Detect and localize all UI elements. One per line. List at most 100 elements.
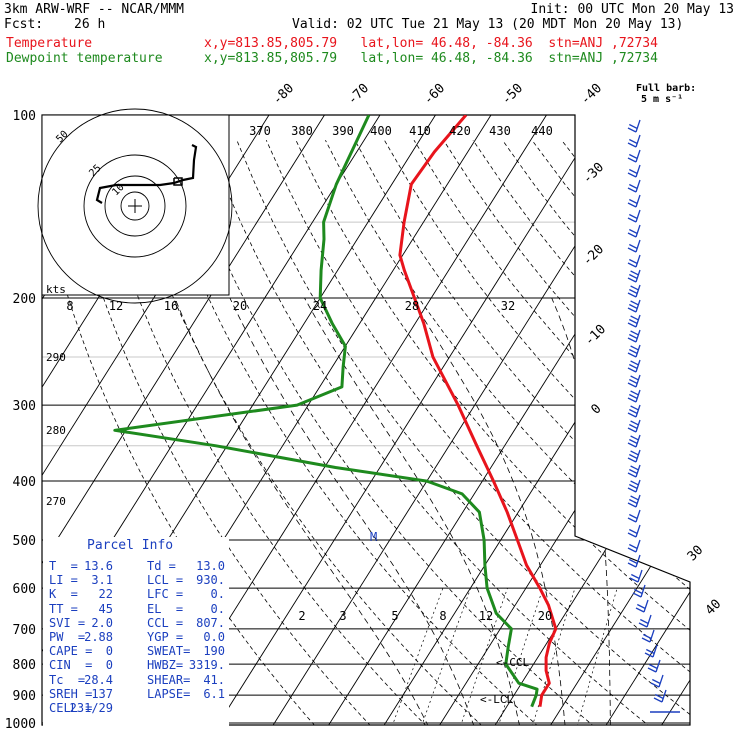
isotherm (265, 115, 676, 725)
temperature-profile (398, 115, 558, 707)
dry-adiabat (590, 139, 690, 725)
wind-barb-shaft (643, 599, 649, 613)
wind-barb (627, 314, 641, 328)
wind-barb-flag (630, 405, 639, 411)
hodograph-ring (120, 191, 150, 221)
wind-barb (627, 494, 641, 508)
wind-barb-shaft (635, 119, 641, 133)
wind-barb-shaft (635, 509, 641, 523)
wind-barb (627, 434, 641, 448)
temp-label: -40 (578, 81, 605, 108)
hodograph-ring (37, 108, 233, 304)
wind-barb-shaft (635, 149, 641, 163)
parcel-param-value: 0. (210, 587, 225, 602)
dry-adiabat (88, 140, 437, 725)
mixing-ratio-label: 12 (479, 609, 493, 623)
valid-time: Valid: 02 UTC Tue 21 May 13 (20 MDT Mon … (292, 17, 684, 32)
wind-barb (627, 419, 641, 433)
parcel-param-label: K = (49, 587, 78, 602)
temp-label: 40 (703, 597, 725, 619)
wind-barb-flag (629, 577, 639, 583)
wind-barb (627, 479, 641, 493)
parcel-param-value: 807. (196, 615, 225, 630)
wind-barb-shaft (635, 329, 641, 343)
wind-barb-shaft (635, 314, 641, 328)
theta-e-label: 390 (332, 124, 354, 138)
wind-barb (641, 629, 655, 643)
wind-barb-flag (629, 408, 638, 415)
wind-barb-flag (629, 318, 638, 325)
wind-barb-flag (627, 127, 637, 133)
parcel-param-label: SHEAR= (147, 672, 191, 687)
wind-barb (627, 134, 641, 148)
wind-barb (627, 539, 641, 553)
wind-barb (627, 164, 641, 178)
wind-barb-flag (627, 337, 637, 343)
wind-barb-flag (630, 345, 639, 351)
temp-label: -70 (345, 81, 372, 108)
parcel-param-value: 190 (203, 644, 225, 659)
wind-barb-shaft (635, 269, 641, 283)
wind-barb (627, 464, 641, 478)
wind-barb-flag (627, 427, 637, 433)
dry-adiabat (709, 140, 740, 736)
wind-barb (627, 149, 641, 163)
wind-barb (627, 554, 641, 568)
wind-barb (627, 344, 641, 358)
dry-adiabat (295, 140, 690, 725)
wind-barb-flag (653, 697, 663, 703)
wind-barb-flag (627, 352, 637, 358)
wind-barb-shaft (649, 629, 655, 643)
model-title: 3km ARW-WRF -- NCAR/MMM (4, 2, 185, 17)
wind-barb-shaft (635, 194, 641, 208)
temp-label: -20 (580, 242, 607, 269)
mixing-ratio-line (529, 587, 576, 725)
dry-adiabat (177, 140, 606, 725)
wind-barb-shaft (635, 539, 641, 553)
wind-barb-flag (627, 382, 637, 388)
parcel-param-value: 0. (210, 601, 225, 616)
wind-barb-flag (634, 588, 643, 595)
wind-barb-flag (638, 622, 648, 628)
wind-barb (627, 509, 641, 523)
parcel-param-label: Tc = (49, 672, 86, 687)
wind-barb-shaft (635, 374, 641, 388)
wind-barb-shaft (635, 209, 641, 223)
wind-barb-flag (629, 438, 638, 445)
wind-barb-shaft (640, 584, 646, 598)
dry-adiabat (649, 139, 690, 725)
parcel-param-value: 45 (98, 601, 113, 616)
dry-adiabat (502, 139, 690, 725)
parcel-param-value: 2.0 (91, 615, 113, 630)
speed-tick-label: 12 (109, 299, 123, 313)
wind-barb-flag (635, 607, 645, 613)
mixing-ratio-label: 2 (298, 609, 305, 623)
wind-barb-flag (650, 682, 660, 688)
wind-barb-flag (641, 637, 651, 643)
moist-adiabat (304, 297, 522, 725)
wind-barb-flag (627, 247, 637, 253)
temp-label: 0 (588, 401, 604, 417)
wind-barb-flag (629, 273, 638, 280)
wind-barb-flag (629, 468, 638, 475)
theta-e-label: 400 (370, 124, 392, 138)
wind-barb (627, 209, 641, 223)
wind-barb-flag (627, 547, 637, 553)
wind-barb (627, 299, 641, 313)
wind-barb-flag (627, 457, 637, 463)
dry-adiabat (325, 140, 690, 725)
wind-barb-shaft (635, 284, 641, 298)
wind-barb-flag (629, 243, 638, 250)
pressure-label: 700 (13, 623, 36, 638)
wind-barb (644, 644, 658, 658)
isotherm (210, 115, 620, 725)
parcel-param-value: 41. (203, 672, 225, 687)
wind-barb-flag (629, 288, 638, 295)
parcel-param-value: 3319. (188, 658, 225, 673)
wind-barb (632, 584, 646, 598)
wind-barb-flag (629, 348, 638, 355)
wind-barb (627, 269, 641, 283)
wind-barb-flag (629, 183, 638, 190)
parcel-param-value: 0 (105, 658, 113, 673)
parcel-param-value: 22 (98, 587, 113, 602)
